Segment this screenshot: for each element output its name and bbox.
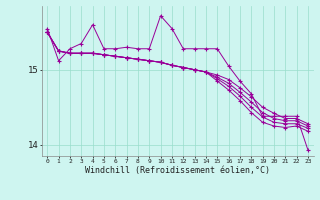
X-axis label: Windchill (Refroidissement éolien,°C): Windchill (Refroidissement éolien,°C) [85,166,270,175]
